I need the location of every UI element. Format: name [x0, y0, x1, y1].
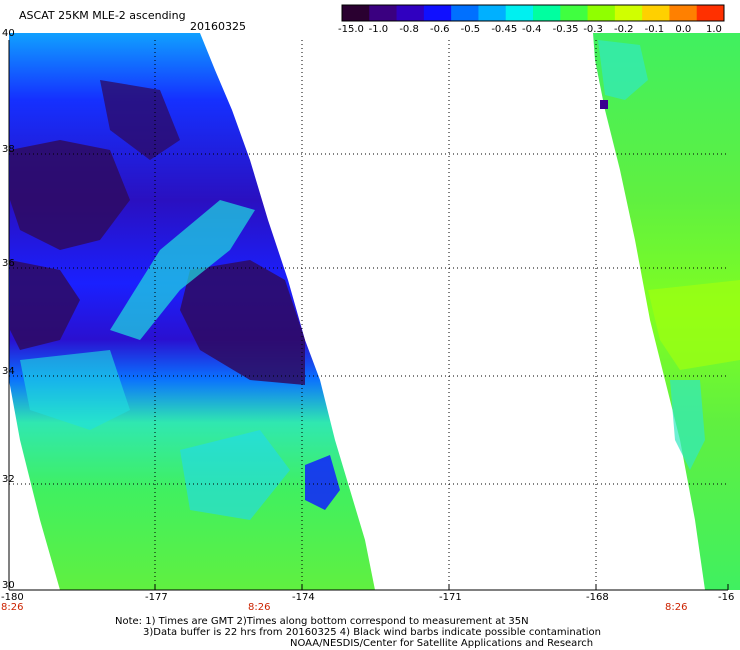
longitude-label: -168	[586, 592, 609, 603]
colorbar-tick-label: 0.0	[675, 24, 692, 35]
colorbar-tick-label: 1.0	[706, 24, 722, 35]
colorbar-cell	[505, 5, 534, 21]
colorbar-tick-label: -0.4	[522, 24, 542, 35]
colorbar-cell	[451, 5, 479, 21]
longitude-label: -174	[292, 592, 315, 603]
swath-east-dark-pixel	[600, 100, 608, 109]
swath-west-dark-2	[10, 260, 80, 350]
colorbar-tick-label: -0.45	[491, 24, 518, 35]
latitude-label: 32	[2, 474, 15, 485]
latitude-label: 36	[2, 258, 15, 269]
colorbar-cell	[342, 5, 370, 21]
note-line-1: Note: 1) Times are GMT 2)Times along bot…	[115, 616, 529, 627]
colorbar-cell	[696, 5, 725, 21]
colorbar-cell	[478, 5, 507, 21]
chart-date: 20160325	[190, 20, 246, 33]
swath-east-cyan-1	[598, 40, 648, 100]
colorbar	[341, 4, 725, 22]
swath-east-yellow	[648, 280, 740, 370]
chart-title: ASCAT 25KM MLE-2 ascending	[19, 9, 186, 22]
colorbar-cell	[669, 5, 698, 21]
colorbar-cell	[642, 5, 670, 21]
colorbar-cell	[614, 5, 643, 21]
latitude-label: 40	[2, 28, 15, 39]
map-grid	[8, 40, 729, 591]
colorbar-tick-label: -15.0	[338, 24, 364, 35]
longitude-label: -16	[718, 592, 735, 603]
colorbar-cell	[533, 5, 561, 21]
colorbar-tick-label: -0.6	[430, 24, 450, 35]
swath-west-cyan-3	[180, 430, 290, 520]
longitude-label: -180	[1, 592, 24, 603]
colorbar-tick-label: -0.8	[399, 24, 419, 35]
time-label: 8:26	[248, 602, 271, 613]
colorbar-tick-label: -1.0	[368, 24, 389, 35]
latitude-label: 30	[2, 580, 15, 591]
swath-west-dark-3	[180, 260, 305, 385]
colorbar-cell	[560, 5, 589, 21]
latitude-label: 34	[2, 366, 15, 377]
colorbar-tick-label: -0.1	[644, 24, 665, 35]
swath-west-cyan-2	[20, 350, 130, 430]
swath-east-cyan-2	[670, 380, 705, 470]
colorbar-cell	[587, 5, 616, 21]
colorbar-frame	[341, 4, 725, 22]
longitude-label: -171	[439, 592, 462, 603]
colorbar-cell	[369, 5, 398, 21]
swath-west-dark-4	[100, 80, 180, 160]
colorbar-tick-label: -0.2	[614, 24, 634, 35]
colorbar-tick-label: -0.5	[460, 24, 481, 35]
swath-west-dark-1	[10, 140, 130, 250]
time-label: 8:26	[665, 602, 688, 613]
swath-west-blue-spot	[305, 455, 340, 510]
colorbar-cell	[423, 5, 452, 21]
time-label: 8:26	[1, 602, 24, 613]
note-line-2: 3)Data buffer is 22 hrs from 20160325 4)…	[143, 627, 601, 638]
note-line-3: NOAA/NESDIS/Center for Satellite Applica…	[290, 638, 594, 649]
swath-west-cyan-1	[110, 200, 255, 340]
colorbar-cell	[396, 5, 425, 21]
colorbar-cells	[342, 5, 725, 21]
latitude-label: 38	[2, 144, 15, 155]
colorbar-tick-label: -0.3	[583, 24, 603, 35]
colorbar-tick-label: -0.35	[552, 24, 579, 35]
longitude-label: -177	[145, 592, 168, 603]
